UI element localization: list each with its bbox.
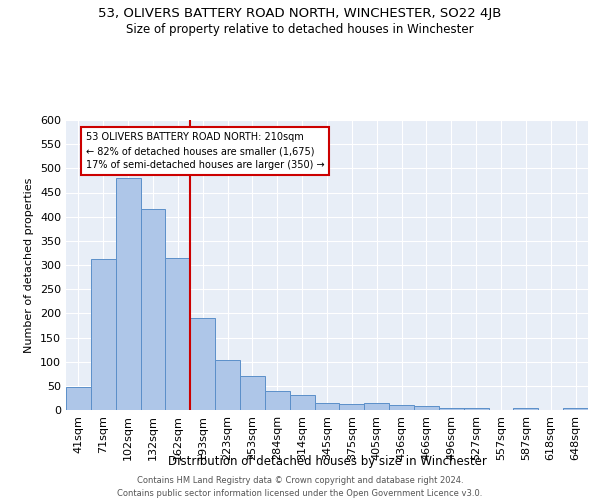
Bar	[414, 406, 439, 410]
Bar	[314, 403, 340, 410]
Bar	[91, 259, 116, 410]
Text: 53, OLIVERS BATTERY ROAD NORTH, WINCHESTER, SO22 4JB: 53, OLIVERS BATTERY ROAD NORTH, WINCHEST…	[98, 8, 502, 20]
Y-axis label: Number of detached properties: Number of detached properties	[25, 178, 34, 352]
Bar	[265, 391, 290, 410]
Text: Size of property relative to detached houses in Winchester: Size of property relative to detached ho…	[126, 22, 474, 36]
Bar	[240, 376, 265, 410]
Text: Distribution of detached houses by size in Winchester: Distribution of detached houses by size …	[167, 454, 487, 468]
Bar	[215, 360, 240, 410]
Bar	[140, 210, 166, 410]
Bar	[514, 408, 538, 410]
Text: 53 OLIVERS BATTERY ROAD NORTH: 210sqm
← 82% of detached houses are smaller (1,67: 53 OLIVERS BATTERY ROAD NORTH: 210sqm ← …	[86, 132, 325, 170]
Bar	[190, 318, 215, 410]
Bar	[290, 394, 314, 410]
Bar	[364, 403, 389, 410]
Bar	[66, 388, 91, 410]
Text: Contains HM Land Registry data © Crown copyright and database right 2024.
Contai: Contains HM Land Registry data © Crown c…	[118, 476, 482, 498]
Bar	[439, 408, 464, 410]
Bar	[166, 258, 190, 410]
Bar	[116, 178, 140, 410]
Bar	[563, 408, 588, 410]
Bar	[389, 405, 414, 410]
Bar	[464, 408, 488, 410]
Bar	[340, 404, 364, 410]
